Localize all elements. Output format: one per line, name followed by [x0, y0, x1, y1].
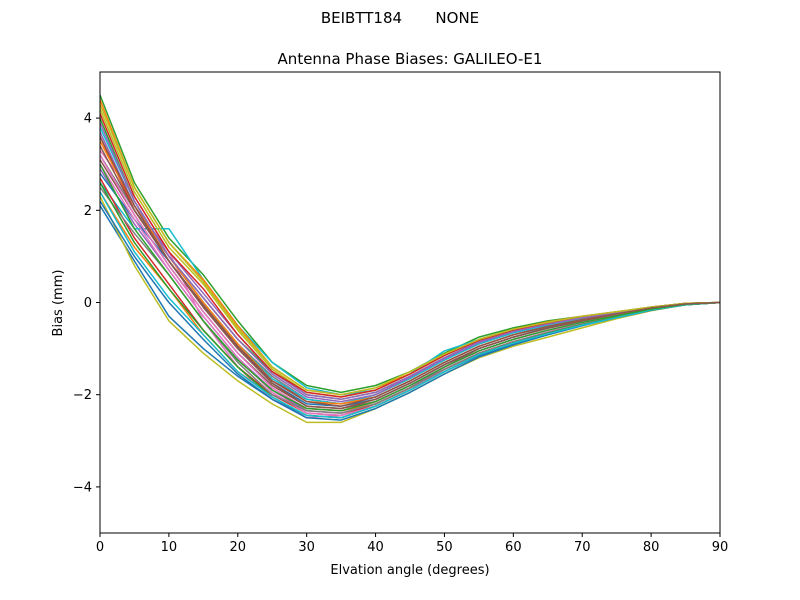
y-tick-label: −4 — [73, 480, 92, 495]
x-tick-label: 10 — [161, 540, 178, 555]
y-axis-label: Bias (mm) — [51, 270, 66, 337]
series-line-29 — [100, 163, 720, 412]
y-tick-label: 0 — [84, 296, 92, 311]
series-line-28 — [100, 191, 720, 419]
series-line-25 — [100, 122, 720, 403]
series-line-16 — [100, 145, 720, 410]
y-tick-label: −2 — [73, 388, 92, 403]
series-line-30 — [100, 136, 720, 407]
series-line-12 — [100, 99, 720, 396]
series-line-24 — [100, 113, 720, 398]
y-tick-label: 4 — [84, 112, 92, 127]
y-tick-label: 2 — [84, 204, 92, 219]
series-line-8 — [100, 154, 720, 405]
x-tick-label: 70 — [574, 540, 591, 555]
chart-title: Antenna Phase Biases: GALILEO-E1 — [278, 50, 543, 68]
series-line-27 — [100, 104, 720, 396]
x-tick-label: 30 — [298, 540, 315, 555]
y-axis: −4 −2 0 2 4 — [73, 112, 100, 495]
x-tick-label: 0 — [96, 540, 104, 555]
x-tick-label: 90 — [712, 540, 729, 555]
series-line-3 — [100, 94, 720, 394]
x-tick-label: 60 — [505, 540, 522, 555]
series-line-13 — [100, 117, 720, 401]
x-tick-label: 80 — [643, 540, 660, 555]
series-layer — [100, 94, 720, 424]
x-axis: 0 10 20 30 40 50 60 70 80 90 — [96, 533, 728, 555]
series-line-19 — [100, 108, 720, 398]
x-tick-label: 50 — [436, 540, 453, 555]
x-axis-label: Elvation angle (degrees) — [330, 563, 489, 578]
x-tick-label: 20 — [230, 540, 247, 555]
x-tick-label: 40 — [367, 540, 384, 555]
figure-suptitle: BEIBTT184 NONE — [320, 9, 480, 27]
